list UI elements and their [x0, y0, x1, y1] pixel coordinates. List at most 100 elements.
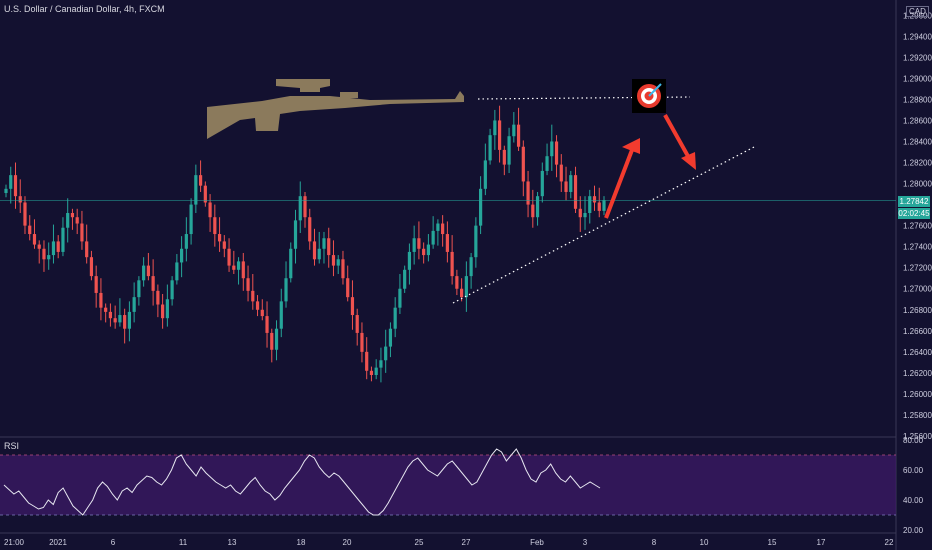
rsi-tick-label: 60.00 — [903, 466, 924, 475]
price-tick-label: 1.26800 — [903, 306, 932, 315]
candle-body — [4, 188, 8, 194]
time-tick-label: 22 — [885, 538, 894, 547]
price-tick-label: 1.27600 — [903, 222, 932, 231]
candle-body — [460, 288, 464, 298]
candle-body — [502, 149, 506, 165]
currency-label[interactable]: CAD — [906, 6, 929, 17]
candle-body — [431, 230, 435, 245]
candle-body — [80, 223, 84, 242]
price-tick-label: 1.25600 — [903, 432, 932, 441]
candle-body — [545, 156, 549, 171]
candle-body — [355, 315, 359, 333]
time-tick-label: 13 — [228, 538, 237, 547]
time-tick-label: 10 — [700, 538, 709, 547]
target-icon — [632, 79, 666, 113]
candle-body — [293, 220, 298, 249]
candle-body — [61, 227, 65, 252]
price-tick-label: 1.29000 — [903, 74, 932, 83]
candle-body — [540, 170, 544, 197]
candle-body — [303, 196, 307, 218]
candle-body — [42, 248, 46, 260]
time-tick-label: 27 — [462, 538, 471, 547]
candle-body — [13, 175, 18, 197]
candle-body — [578, 208, 582, 218]
time-tick-label: 25 — [415, 538, 424, 547]
candle-body — [137, 280, 141, 298]
candle-body — [422, 248, 426, 256]
candle-body — [28, 225, 32, 235]
candle-body — [274, 328, 279, 350]
candle-body — [450, 251, 454, 277]
candle-body — [108, 311, 113, 319]
candle-body — [564, 181, 568, 192]
candle-body — [284, 278, 288, 302]
candle-body — [516, 124, 521, 147]
candle-body — [469, 257, 473, 277]
candle-body — [270, 332, 274, 350]
candle-body — [194, 175, 198, 205]
candle-body — [327, 238, 331, 256]
arrow-up-head — [622, 138, 640, 154]
candle-body — [521, 146, 525, 182]
rsi-tick-label: 20.00 — [903, 526, 924, 535]
candle-body — [317, 248, 321, 260]
candle-body — [474, 225, 478, 258]
candle-body — [265, 316, 269, 333]
price-tick-label: 1.26600 — [903, 327, 932, 336]
arrow-down-shaft — [663, 114, 691, 159]
candle-body — [336, 259, 340, 266]
price-tick-label: 1.27200 — [903, 264, 932, 273]
candle-body — [170, 280, 174, 300]
time-tick-label: 21:00 — [4, 538, 25, 547]
candle-body — [104, 307, 108, 312]
price-tick-label: 1.28200 — [903, 159, 932, 168]
candle-body — [436, 223, 440, 231]
arrow-up-shaft — [604, 149, 634, 219]
candle-body — [18, 196, 22, 203]
candle-body — [189, 204, 193, 235]
candle-body — [341, 259, 345, 279]
candle-body — [251, 290, 255, 302]
support-trendline — [452, 145, 757, 304]
candle-body — [208, 202, 212, 218]
candle-body — [260, 309, 264, 317]
candle-body — [227, 248, 231, 266]
target-dart — [648, 83, 662, 97]
candle-body — [507, 136, 511, 165]
last-price-badge: 1.27842 — [898, 196, 930, 207]
price-tick-label: 1.26000 — [903, 390, 932, 399]
candle-body — [279, 301, 283, 329]
candle-body — [398, 288, 402, 308]
candle-body — [94, 276, 98, 293]
price-tick-label: 1.27000 — [903, 285, 932, 294]
candle-body — [592, 196, 597, 203]
candle-body — [393, 307, 397, 329]
candle-body — [236, 261, 241, 270]
rifle-scope-mount — [340, 92, 358, 98]
candle-body — [70, 213, 75, 218]
rifle-scope — [276, 79, 330, 92]
candle-body — [99, 292, 103, 308]
candle-body — [308, 217, 312, 242]
candle-body — [118, 315, 122, 323]
candle-body — [588, 196, 592, 214]
candle-body — [255, 301, 260, 310]
candle-body — [9, 175, 13, 189]
candle-body — [602, 200, 606, 211]
candle-body — [161, 304, 165, 319]
candle-body — [232, 265, 236, 270]
price-tick-label: 1.28600 — [903, 116, 932, 125]
time-tick-label: 8 — [652, 538, 657, 547]
candle-body — [23, 202, 27, 226]
candle-body — [213, 217, 217, 235]
candle-body — [203, 185, 207, 203]
candle-body — [531, 204, 535, 218]
time-tick-label: 3 — [583, 538, 588, 547]
time-tick-label: 18 — [297, 538, 306, 547]
countdown-badge: 02:02:45 — [898, 208, 930, 219]
time-tick-label: 11 — [179, 538, 188, 547]
candle-body — [569, 175, 573, 192]
candle-body — [246, 278, 250, 291]
candle-body — [346, 278, 350, 298]
price-tick-label: 1.29400 — [903, 32, 932, 41]
